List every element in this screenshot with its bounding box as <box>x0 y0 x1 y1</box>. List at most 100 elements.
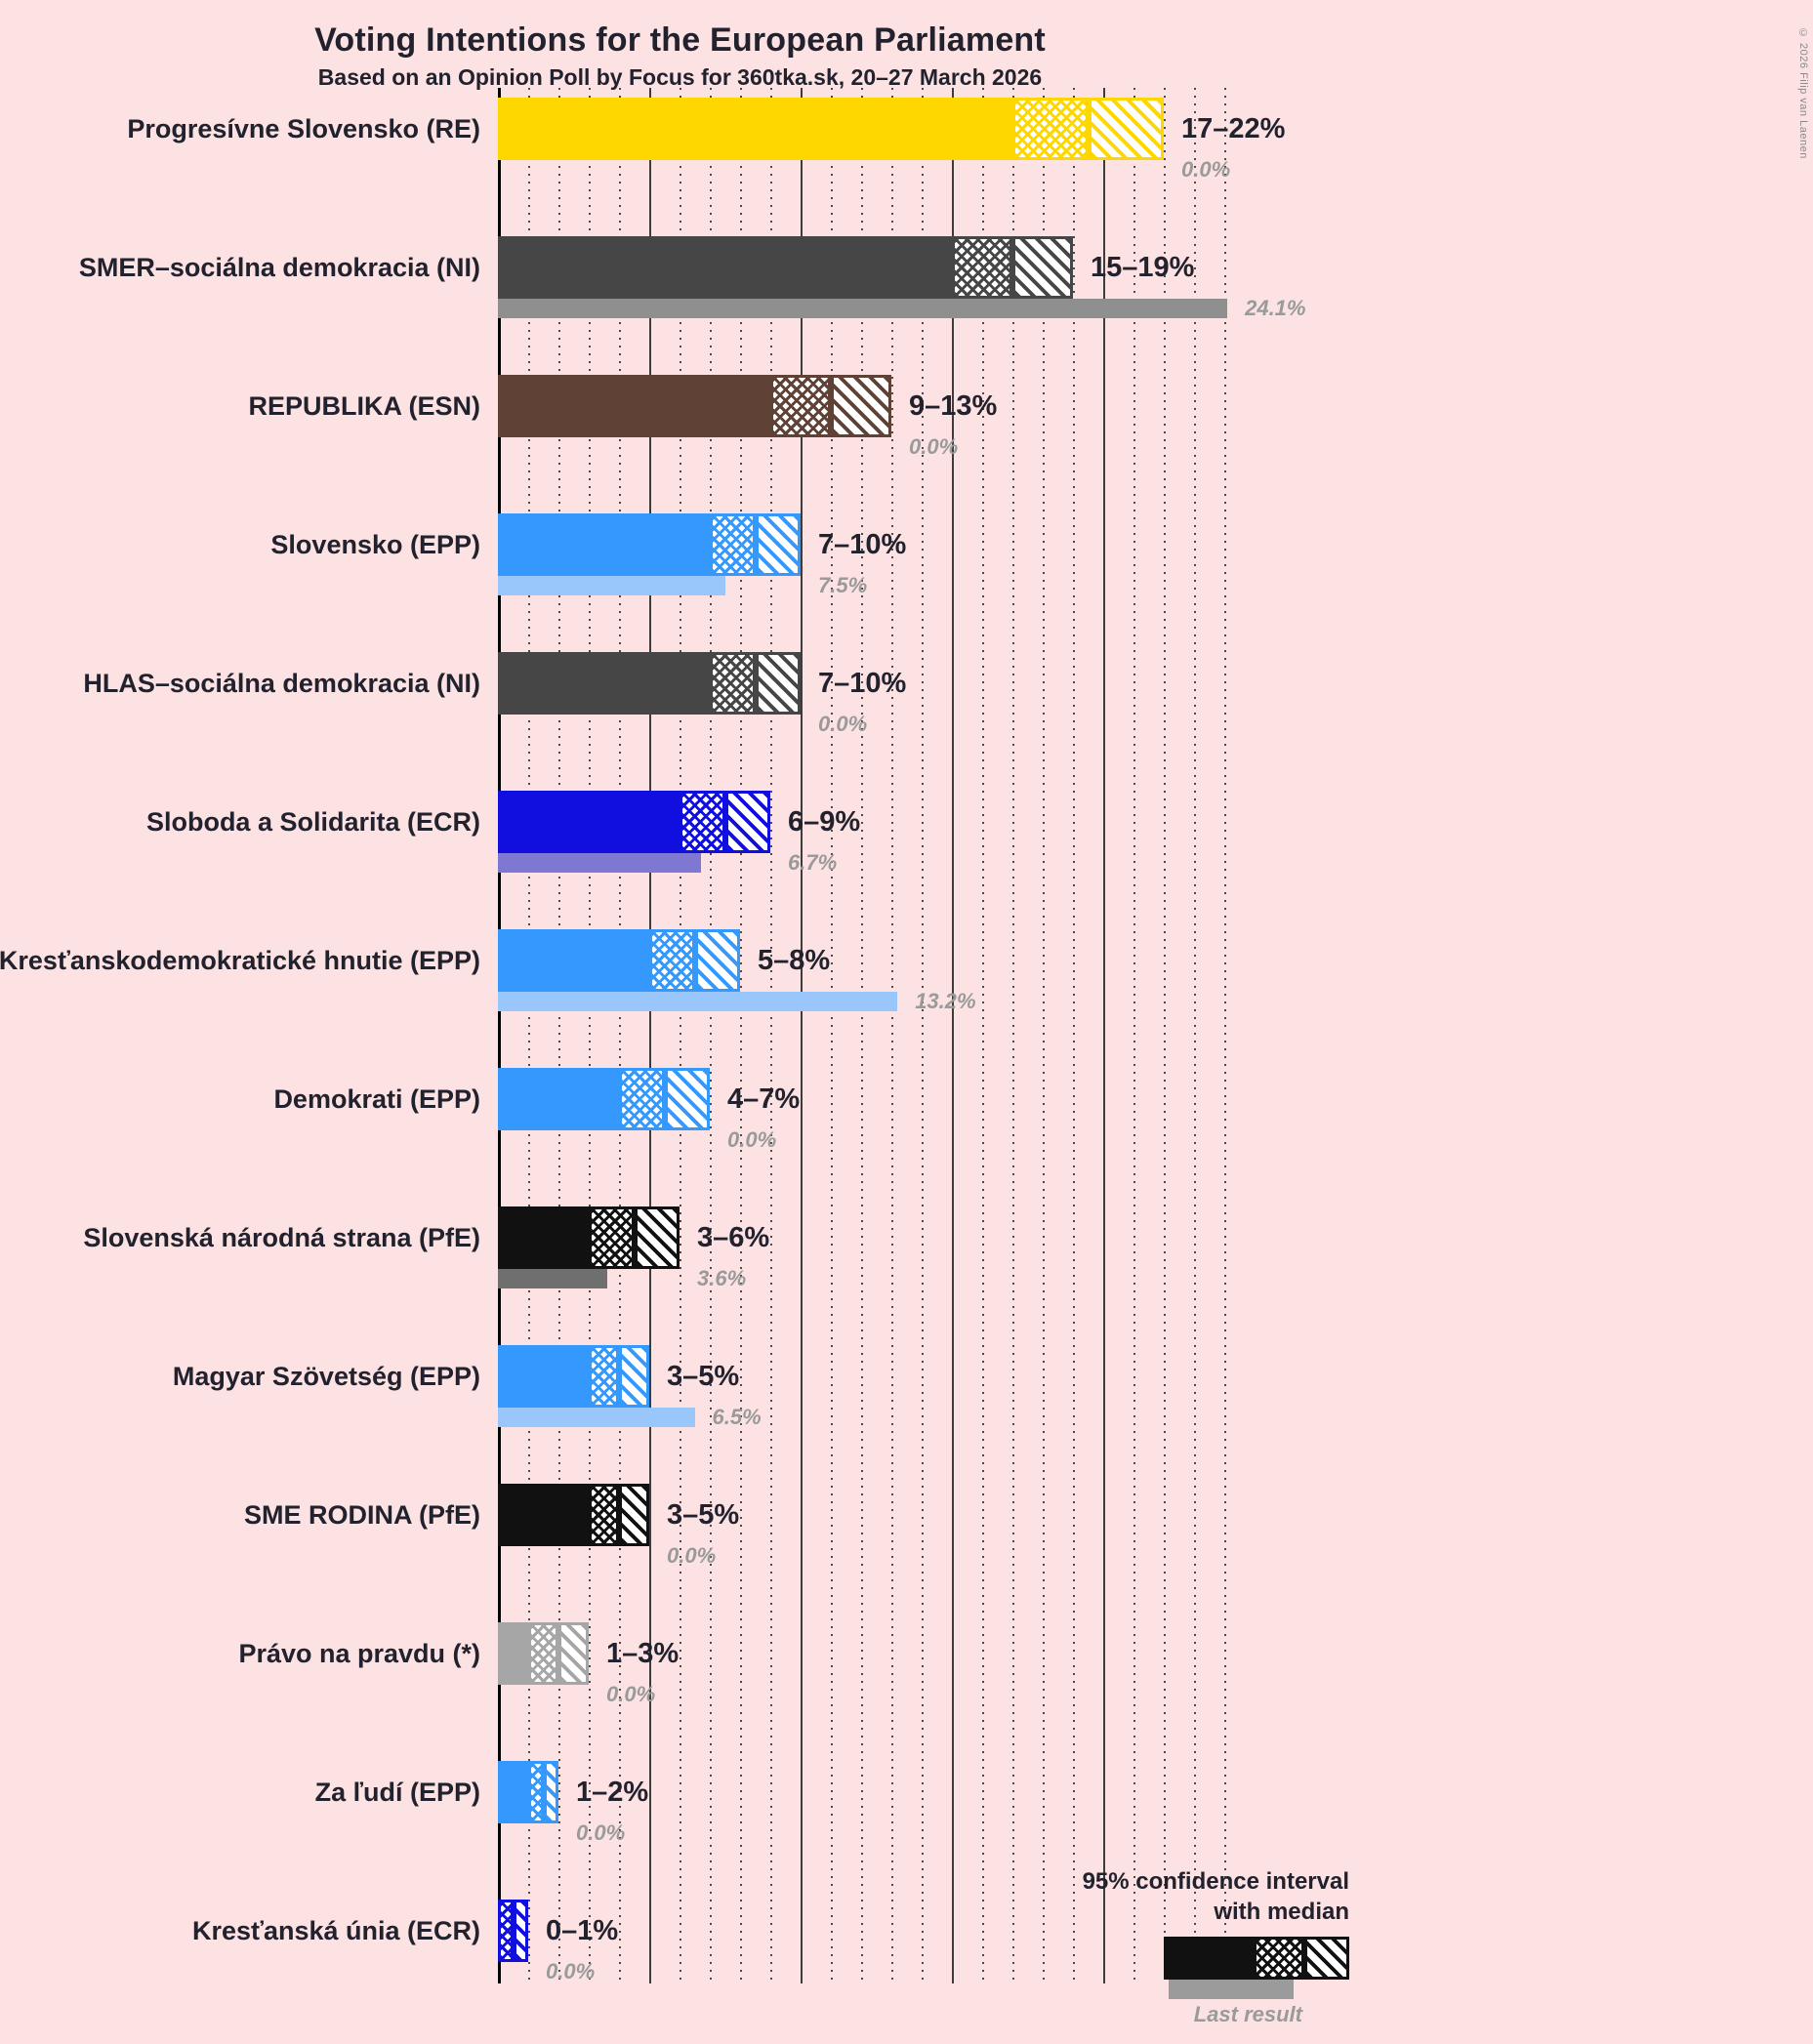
ci-bar-diagonal <box>558 1622 589 1685</box>
gridline-minor <box>680 88 681 1983</box>
legend: 95% confidence interval with median Last… <box>934 1868 1349 2034</box>
last-result-bar <box>498 576 725 595</box>
legend-sample-solid-segment <box>1164 1937 1254 1980</box>
gridline-minor <box>922 88 924 1983</box>
last-result-bar <box>498 299 1228 318</box>
ci-bar-diagonal <box>664 1068 710 1130</box>
party-row: REPUBLIKA (ESN) 9–13% 0.0% <box>0 375 1813 513</box>
party-row: Sloboda a Solidarita (ECR) 6–9% 6.7% <box>0 791 1813 929</box>
ci-bar-solid <box>498 1345 589 1408</box>
gridline-minor <box>770 88 772 1983</box>
ci-bar-solid <box>498 1068 619 1130</box>
gridline-major <box>1103 88 1105 1983</box>
ci-bar-diagonal <box>619 1484 649 1546</box>
party-label: Slovenská národná strana (PfE) <box>83 1222 480 1252</box>
ci-bar-solid <box>498 375 770 437</box>
ci-bar-crosshatch <box>1012 98 1089 160</box>
party-row: SMER–sociálna demokracia (NI) 15–19% 24.1% <box>0 236 1813 375</box>
gridline-major <box>952 88 954 1983</box>
last-result-bar <box>498 1269 607 1288</box>
x-axis <box>498 88 501 1983</box>
ci-bar-solid <box>498 652 710 715</box>
gridline-minor <box>1194 88 1196 1983</box>
last-result-label: 3.6% <box>697 1266 747 1290</box>
last-result-label: 0.0% <box>727 1127 777 1152</box>
ci-range-label: 3–6% <box>697 1221 770 1253</box>
last-result-bar <box>498 992 898 1011</box>
ci-bar-crosshatch <box>619 1068 665 1130</box>
ci-range-label: 0–1% <box>546 1914 619 1946</box>
gridline-minor <box>1224 88 1226 1983</box>
ci-bar-crosshatch <box>710 652 756 715</box>
ci-bar-solid <box>498 1622 528 1685</box>
ci-bar-solid <box>498 791 680 853</box>
ci-bar-crosshatch <box>498 1900 514 1962</box>
party-label: Demokrati (EPP) <box>273 1083 480 1114</box>
legend-sample-diagonal-segment <box>1304 1937 1349 1980</box>
ci-bar-diagonal <box>724 791 770 853</box>
gridline-major <box>649 88 651 1983</box>
last-result-label: 0.0% <box>546 1959 596 1983</box>
last-result-label: 24.1% <box>1245 296 1306 320</box>
gridline-minor <box>1043 88 1045 1983</box>
last-result-label: 0.0% <box>667 1543 717 1568</box>
gridline-minor <box>528 88 530 1983</box>
last-result-bar <box>498 1408 695 1427</box>
ci-range-label: 15–19% <box>1091 251 1195 283</box>
gridline-minor <box>1133 88 1135 1983</box>
ci-bar-solid <box>498 98 1012 160</box>
party-label: Kresťanskodemokratické hnutie (EPP) <box>0 945 480 975</box>
ci-bar-crosshatch <box>528 1622 558 1685</box>
party-row: Magyar Szövetség (EPP) 3–5% 6.5% <box>0 1345 1813 1484</box>
legend-sample-bar <box>1164 1937 1349 1980</box>
party-label: Za ľudí (EPP) <box>314 1777 480 1807</box>
last-result-label: 0.0% <box>1181 157 1231 182</box>
ci-range-label: 3–5% <box>667 1360 740 1392</box>
ci-range-label: 7–10% <box>818 528 907 560</box>
copyright-text: © 2026 Filip van Laenen <box>1797 27 1809 159</box>
legend-last-result-label: Last result <box>1193 2002 1302 2026</box>
ci-range-label: 3–5% <box>667 1498 740 1531</box>
gridline-minor <box>891 88 893 1983</box>
ci-bar-diagonal <box>1012 236 1073 299</box>
party-label: SMER–sociálna demokracia (NI) <box>78 252 480 282</box>
party-row: SME RODINA (PfE) 3–5% 0.0% <box>0 1484 1813 1622</box>
gridline-minor <box>831 88 833 1983</box>
ci-bar-crosshatch <box>710 513 756 576</box>
ci-bar-diagonal <box>543 1761 558 1823</box>
ci-bar-solid <box>498 1206 589 1269</box>
party-row: Slovenská národná strana (PfE) 3–6% 3.6% <box>0 1206 1813 1345</box>
gridline-minor <box>558 88 560 1983</box>
ci-range-label: 17–22% <box>1181 112 1286 144</box>
ci-range-label: 7–10% <box>818 667 907 699</box>
gridline-minor <box>589 88 591 1983</box>
gridline-minor <box>1012 88 1014 1983</box>
party-row: Demokrati (EPP) 4–7% 0.0% <box>0 1068 1813 1206</box>
ci-bar-crosshatch <box>770 375 831 437</box>
ci-bar-crosshatch <box>589 1345 619 1408</box>
last-result-label: 0.0% <box>909 434 959 459</box>
ci-bar-diagonal <box>513 1900 528 1962</box>
ci-bar-diagonal <box>831 375 891 437</box>
chart-title: Voting Intentions for the European Parli… <box>314 21 1046 59</box>
party-row: Právo na pravdu (*) 1–3% 0.0% <box>0 1622 1813 1761</box>
party-label: SME RODINA (PfE) <box>244 1499 480 1530</box>
last-result-label: 6.5% <box>712 1405 762 1429</box>
last-result-label: 0.0% <box>606 1682 656 1706</box>
ci-bar-crosshatch <box>589 1484 619 1546</box>
ci-bar-crosshatch <box>589 1206 635 1269</box>
party-row: Kresťanskodemokratické hnutie (EPP) 5–8% 1… <box>0 929 1813 1068</box>
gridline-minor <box>619 88 621 1983</box>
ci-bar-crosshatch <box>649 929 695 992</box>
ci-bar-solid <box>498 929 649 992</box>
party-row: Progresívne Slovensko (RE) 17–22% 0.0% <box>0 98 1813 236</box>
party-label: Magyar Szövetség (EPP) <box>172 1361 480 1391</box>
ci-bar-diagonal <box>1088 98 1164 160</box>
party-row: Kresťanská únia (ECR) 0–1% 0.0% <box>0 1900 1813 2038</box>
last-result-label: 7.5% <box>818 573 868 597</box>
ci-bar-diagonal <box>755 652 801 715</box>
ci-range-label: 1–2% <box>576 1776 649 1808</box>
last-result-label: 0.0% <box>576 1820 626 1845</box>
party-label: HLAS–sociálna demokracia (NI) <box>83 668 480 698</box>
